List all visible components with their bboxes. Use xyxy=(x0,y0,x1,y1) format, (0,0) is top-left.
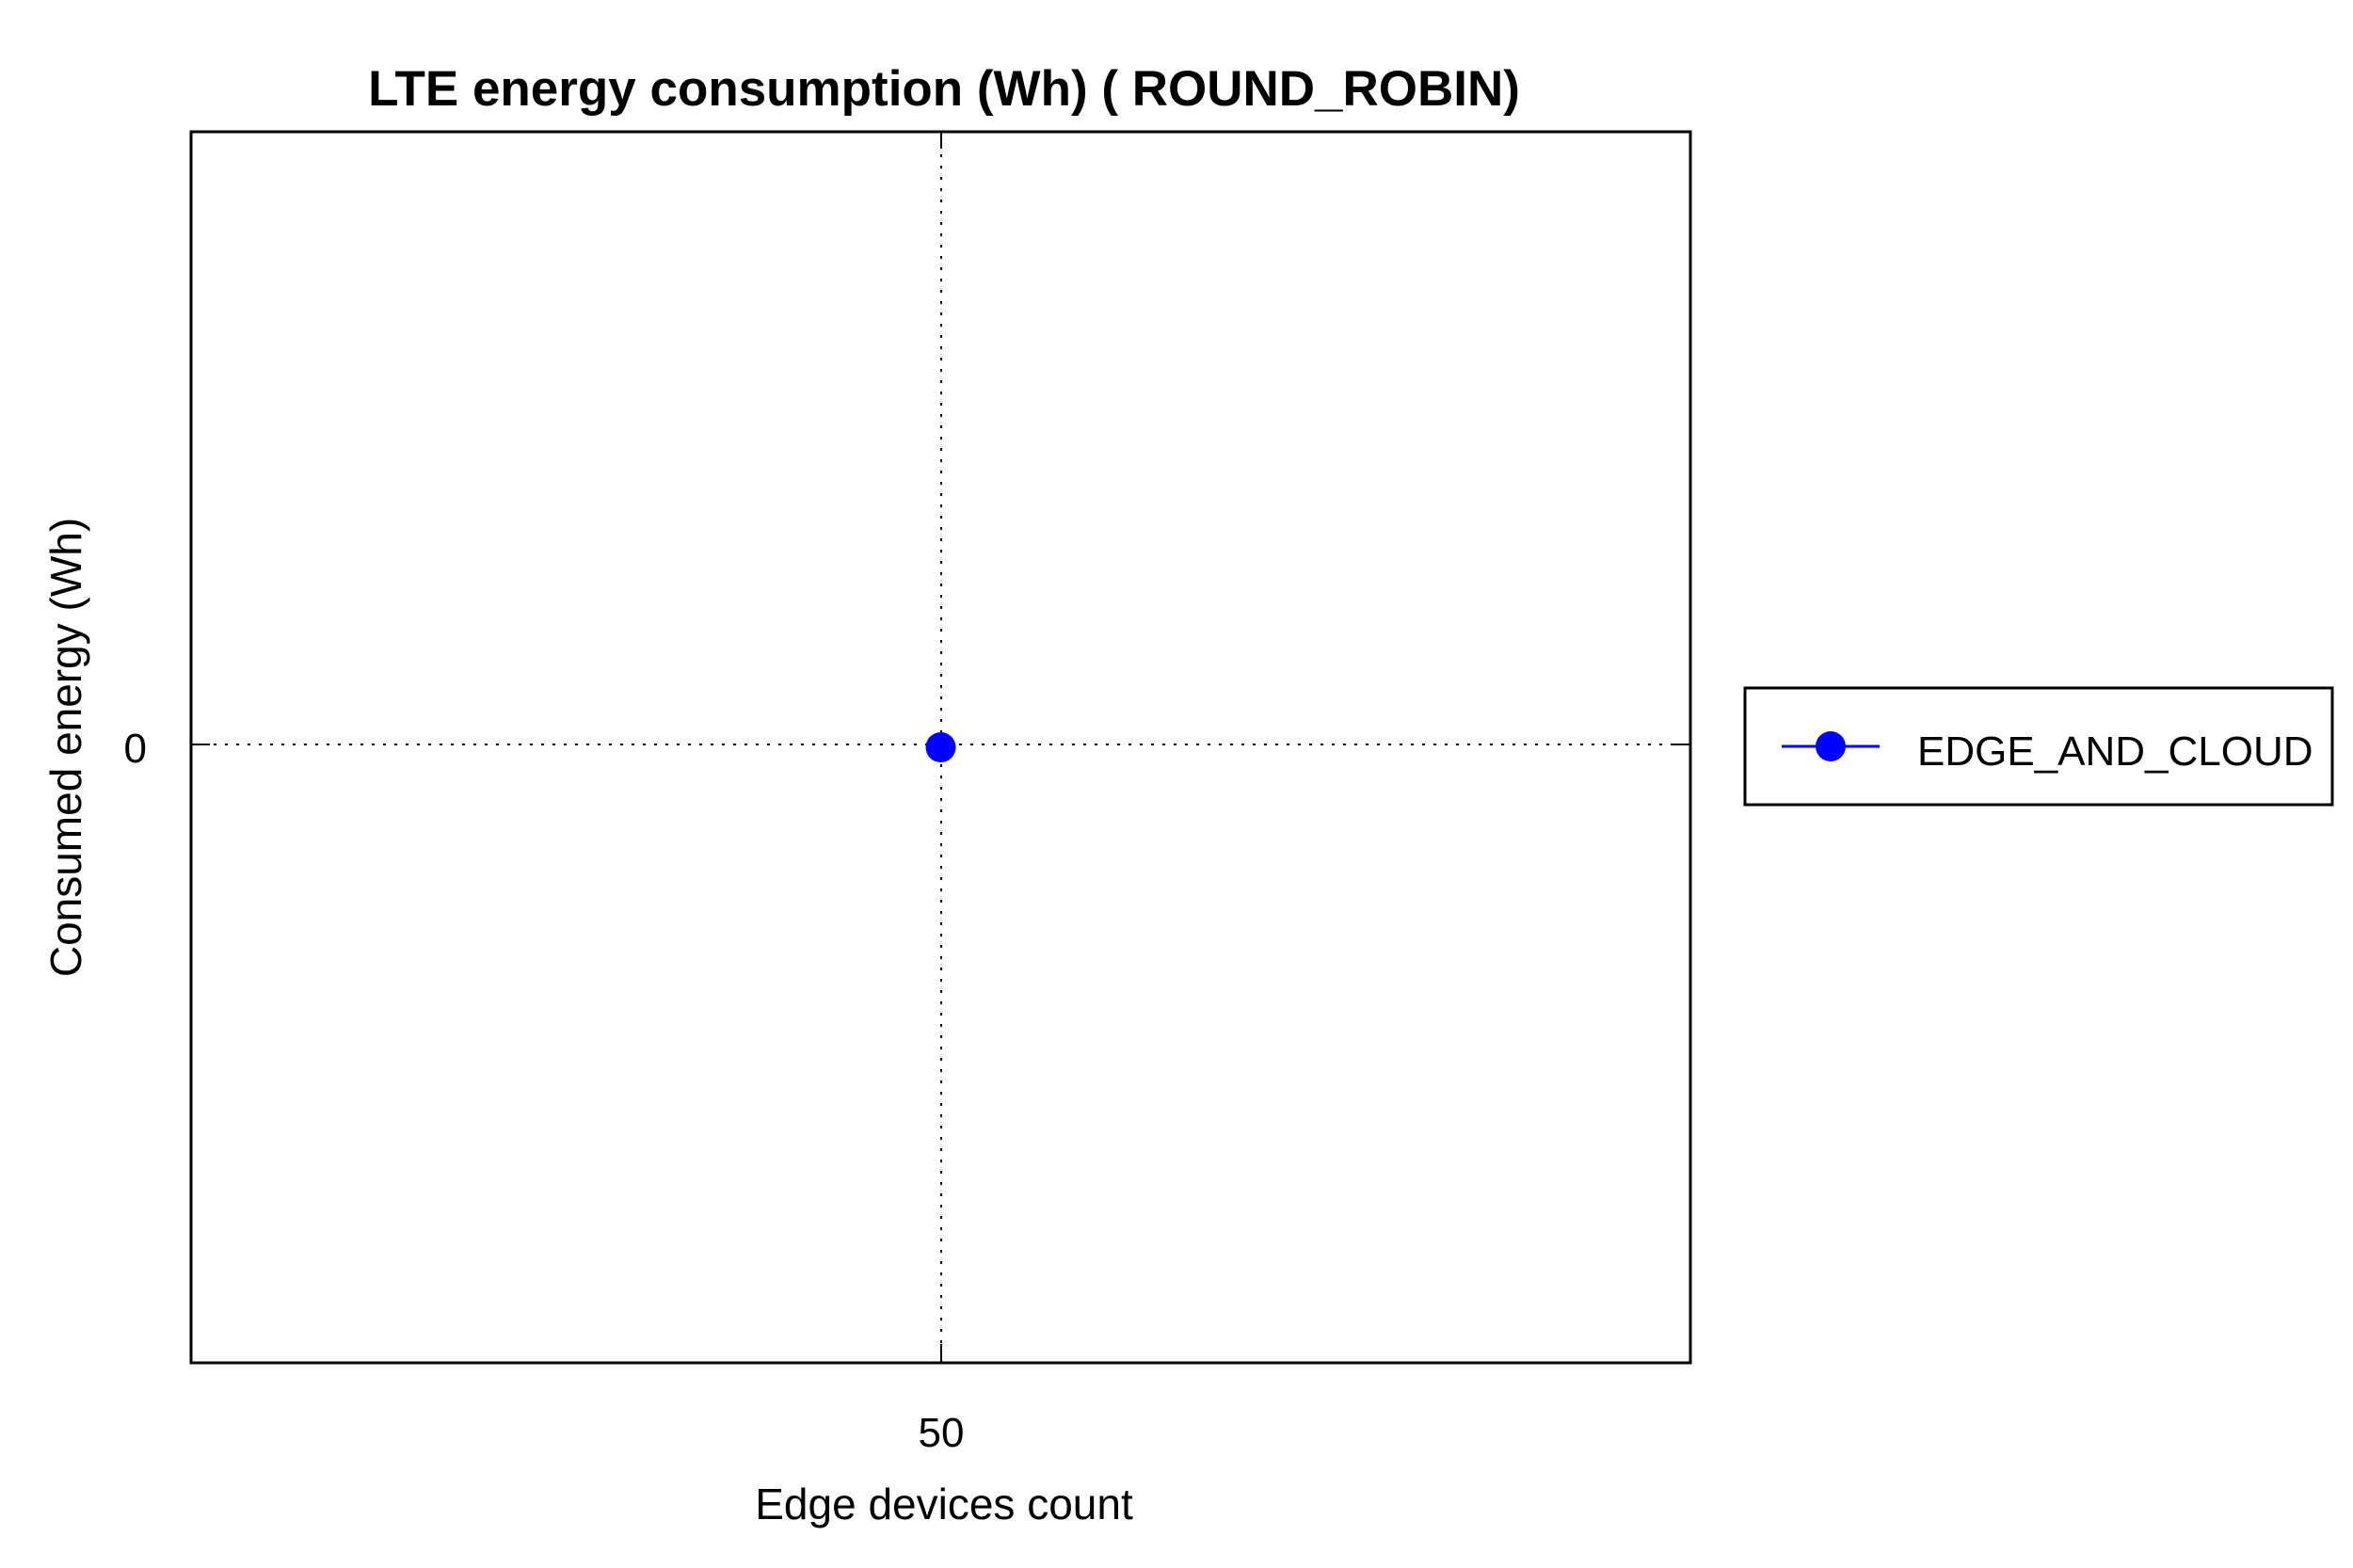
legend: EDGE_AND_CLOUD xyxy=(1743,686,2334,807)
chart-title: LTE energy consumption (Wh) ( ROUND_ROBI… xyxy=(368,61,1520,117)
y-axis-label: Consumed energy (Wh) xyxy=(41,518,90,977)
plot-frame xyxy=(189,130,1692,1365)
axis-ticks xyxy=(191,132,1690,1363)
gridlines xyxy=(191,132,1690,1363)
x-axis-label: Edge devices count xyxy=(755,1480,1133,1528)
legend-marker xyxy=(1816,731,1846,761)
legend-label: EDGE_AND_CLOUD xyxy=(1917,728,2313,775)
y-tick-label: 0 xyxy=(124,726,147,772)
series-layer xyxy=(925,732,956,762)
x-tick-label: 50 xyxy=(919,1410,965,1456)
data-point xyxy=(925,732,956,762)
